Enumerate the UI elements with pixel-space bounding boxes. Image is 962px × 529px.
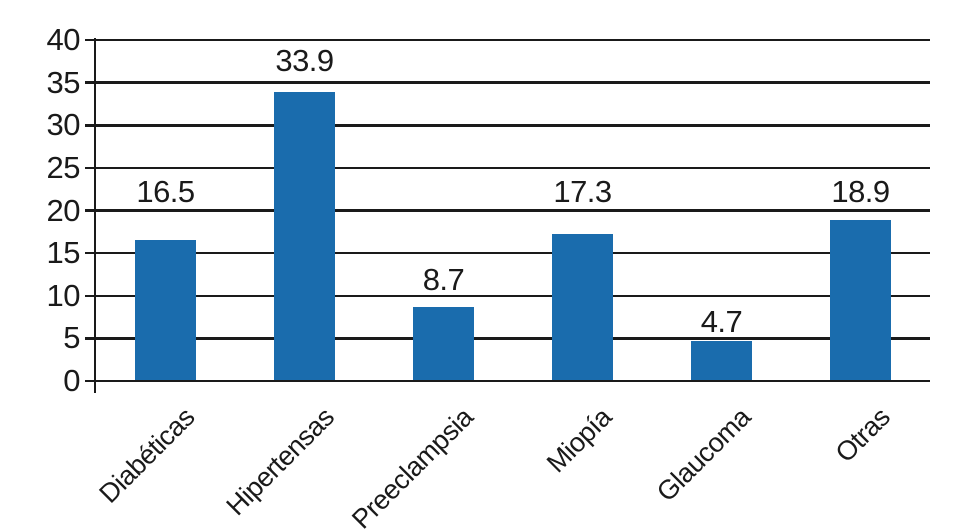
bar (691, 340, 752, 381)
y-tick-label: 25 (46, 149, 81, 185)
gridline (96, 379, 930, 383)
gridline (96, 124, 930, 127)
y-axis-tick (85, 379, 109, 383)
bar-value-label: 33.9 (275, 43, 334, 78)
bar (552, 233, 613, 381)
bar-value-label: 8.7 (422, 261, 465, 297)
bar (135, 240, 196, 381)
bar (274, 92, 335, 381)
y-axis-tick (85, 294, 109, 297)
bar-value-label: 16.5 (136, 174, 195, 210)
y-tick-label: 15 (46, 235, 81, 271)
y-tick-label: 10 (46, 277, 81, 313)
y-tick-label: 5 (63, 320, 80, 356)
gridline (96, 294, 930, 297)
bar (830, 219, 891, 381)
y-axis-tick (85, 337, 109, 340)
y-axis-tick (85, 81, 109, 84)
category-label: Glaucoma (651, 402, 757, 508)
y-axis-line (93, 38, 97, 393)
y-tick-label: 40 (46, 22, 81, 57)
bar-value-label: 17.3 (553, 173, 612, 209)
y-tick-label: 35 (46, 64, 81, 100)
gridline (96, 38, 930, 42)
bar-value-label: 18.9 (831, 173, 890, 209)
category-label: Diabéticas (93, 402, 201, 509)
bar-value-label: 4.7 (700, 303, 743, 339)
bar (413, 306, 474, 381)
gridline (96, 81, 930, 84)
gridline (96, 337, 930, 340)
y-axis-tick (85, 166, 109, 170)
y-tick-label: 30 (46, 107, 81, 143)
y-tick-label: 20 (46, 192, 81, 228)
y-tick-label: 0 (63, 363, 80, 398)
y-axis-tick (85, 38, 109, 42)
category-label: Miopía (541, 402, 618, 479)
y-axis-tick (85, 251, 109, 255)
gridline (96, 166, 930, 170)
y-axis-tick (85, 124, 109, 127)
y-axis-tick (85, 209, 109, 212)
category-label: Hipertensas (220, 402, 340, 522)
gridline (96, 209, 930, 212)
gridline (96, 251, 930, 255)
category-label: Preeclampsia (346, 402, 479, 529)
category-label: Otras (829, 402, 896, 469)
